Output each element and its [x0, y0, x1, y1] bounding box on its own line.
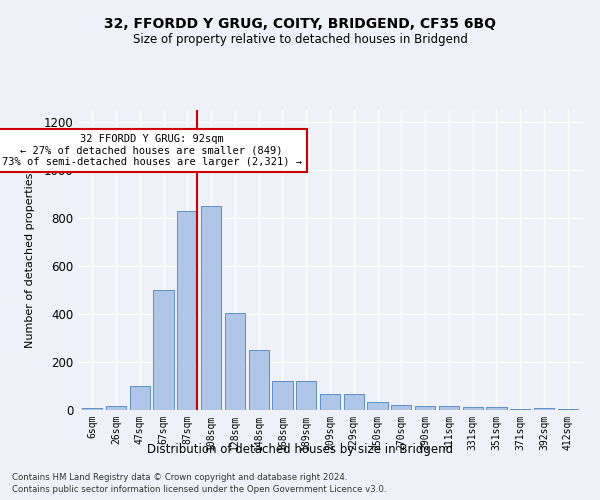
Bar	[106, 406, 126, 410]
Bar	[130, 386, 150, 410]
Text: Contains HM Land Registry data © Crown copyright and database right 2024.: Contains HM Land Registry data © Crown c…	[12, 472, 347, 482]
Bar	[510, 409, 530, 410]
Text: Size of property relative to detached houses in Bridgend: Size of property relative to detached ho…	[133, 32, 467, 46]
Text: Distribution of detached houses by size in Bridgend: Distribution of detached houses by size …	[147, 442, 453, 456]
Bar	[225, 313, 245, 410]
Bar	[367, 402, 388, 410]
Text: 32, FFORDD Y GRUG, COITY, BRIDGEND, CF35 6BQ: 32, FFORDD Y GRUG, COITY, BRIDGEND, CF35…	[104, 18, 496, 32]
Bar	[82, 408, 103, 410]
Bar	[439, 406, 459, 410]
Text: 32 FFORDD Y GRUG: 92sqm
← 27% of detached houses are smaller (849)
73% of semi-d: 32 FFORDD Y GRUG: 92sqm ← 27% of detache…	[2, 134, 302, 167]
Bar	[534, 408, 554, 410]
Bar	[391, 404, 412, 410]
Bar	[177, 211, 197, 410]
Bar	[463, 407, 483, 410]
Bar	[154, 290, 173, 410]
Bar	[487, 407, 506, 410]
Y-axis label: Number of detached properties: Number of detached properties	[25, 172, 35, 348]
Bar	[272, 381, 293, 410]
Bar	[344, 394, 364, 410]
Bar	[296, 381, 316, 410]
Bar	[415, 406, 435, 410]
Bar	[320, 394, 340, 410]
Bar	[201, 206, 221, 410]
Text: Contains public sector information licensed under the Open Government Licence v3: Contains public sector information licen…	[12, 485, 386, 494]
Bar	[557, 409, 578, 410]
Bar	[248, 350, 269, 410]
